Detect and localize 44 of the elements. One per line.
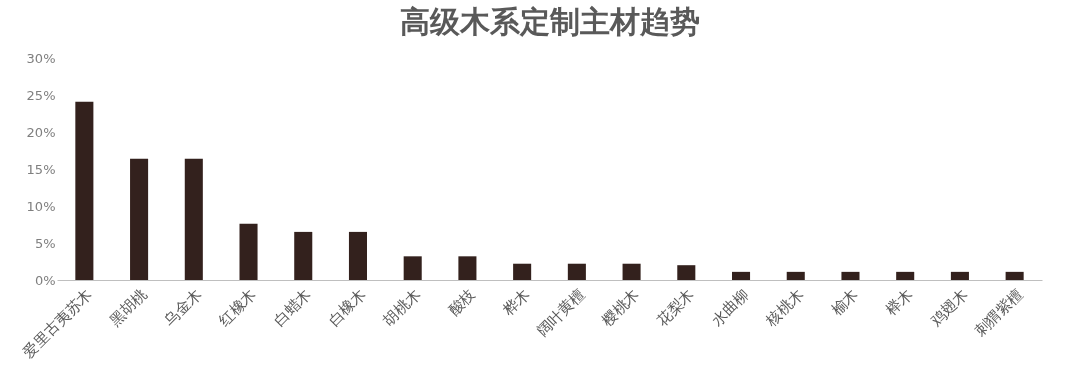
bar [513, 263, 532, 280]
x-tick-label: 榆木 [827, 285, 862, 320]
bar [622, 263, 641, 280]
y-tick-label: 15% [26, 161, 56, 177]
bar [458, 256, 477, 280]
y-tick-label: 10% [26, 198, 56, 214]
bar [567, 263, 586, 280]
bar [294, 231, 313, 280]
bar [239, 223, 258, 280]
bar [677, 265, 696, 280]
x-tick-label: 核桃木 [761, 285, 808, 331]
x-tick-label: 榉木 [882, 285, 917, 320]
x-tick-label: 胡桃木 [379, 285, 425, 330]
x-tick-label: 白蜡木 [270, 285, 315, 330]
x-tick-label: 酸枝 [444, 285, 479, 320]
y-tick-label: 20% [26, 124, 56, 140]
y-tick-label: 5% [34, 235, 56, 251]
y-tick-label: 30% [26, 50, 56, 66]
x-tick-label: 白橡木 [324, 285, 370, 330]
x-tick-label: 水曲柳 [707, 285, 753, 330]
x-tick-label: 鸡翅木 [925, 285, 972, 331]
bar [896, 271, 915, 280]
bar [841, 271, 860, 280]
x-tick-label: 红橡木 [215, 285, 260, 330]
bar [403, 256, 422, 280]
chart-title: 高级木系定制主材趋势 [399, 4, 700, 39]
x-tick-label: 阔叶黄檀 [533, 285, 589, 341]
bar [732, 271, 751, 280]
x-tick-label: 乌金木 [160, 285, 206, 330]
bar [950, 271, 969, 280]
bar [184, 158, 203, 280]
x-tick-label: 桦木 [498, 285, 534, 320]
bar [1005, 271, 1024, 280]
y-tick-label: 0% [34, 272, 56, 288]
x-tick-label: 花梨木 [653, 285, 698, 330]
x-tick-label: 黑胡桃 [105, 285, 151, 330]
bar [786, 271, 805, 280]
bar [130, 158, 149, 280]
x-tick-label: 刺猬紫檀 [970, 285, 1026, 341]
bar [75, 101, 94, 280]
y-tick-label: 25% [26, 87, 56, 103]
x-tick-label: 爱里古夷苏木 [19, 285, 96, 362]
x-tick-label: 樱桃木 [598, 285, 643, 330]
bar [348, 231, 367, 280]
